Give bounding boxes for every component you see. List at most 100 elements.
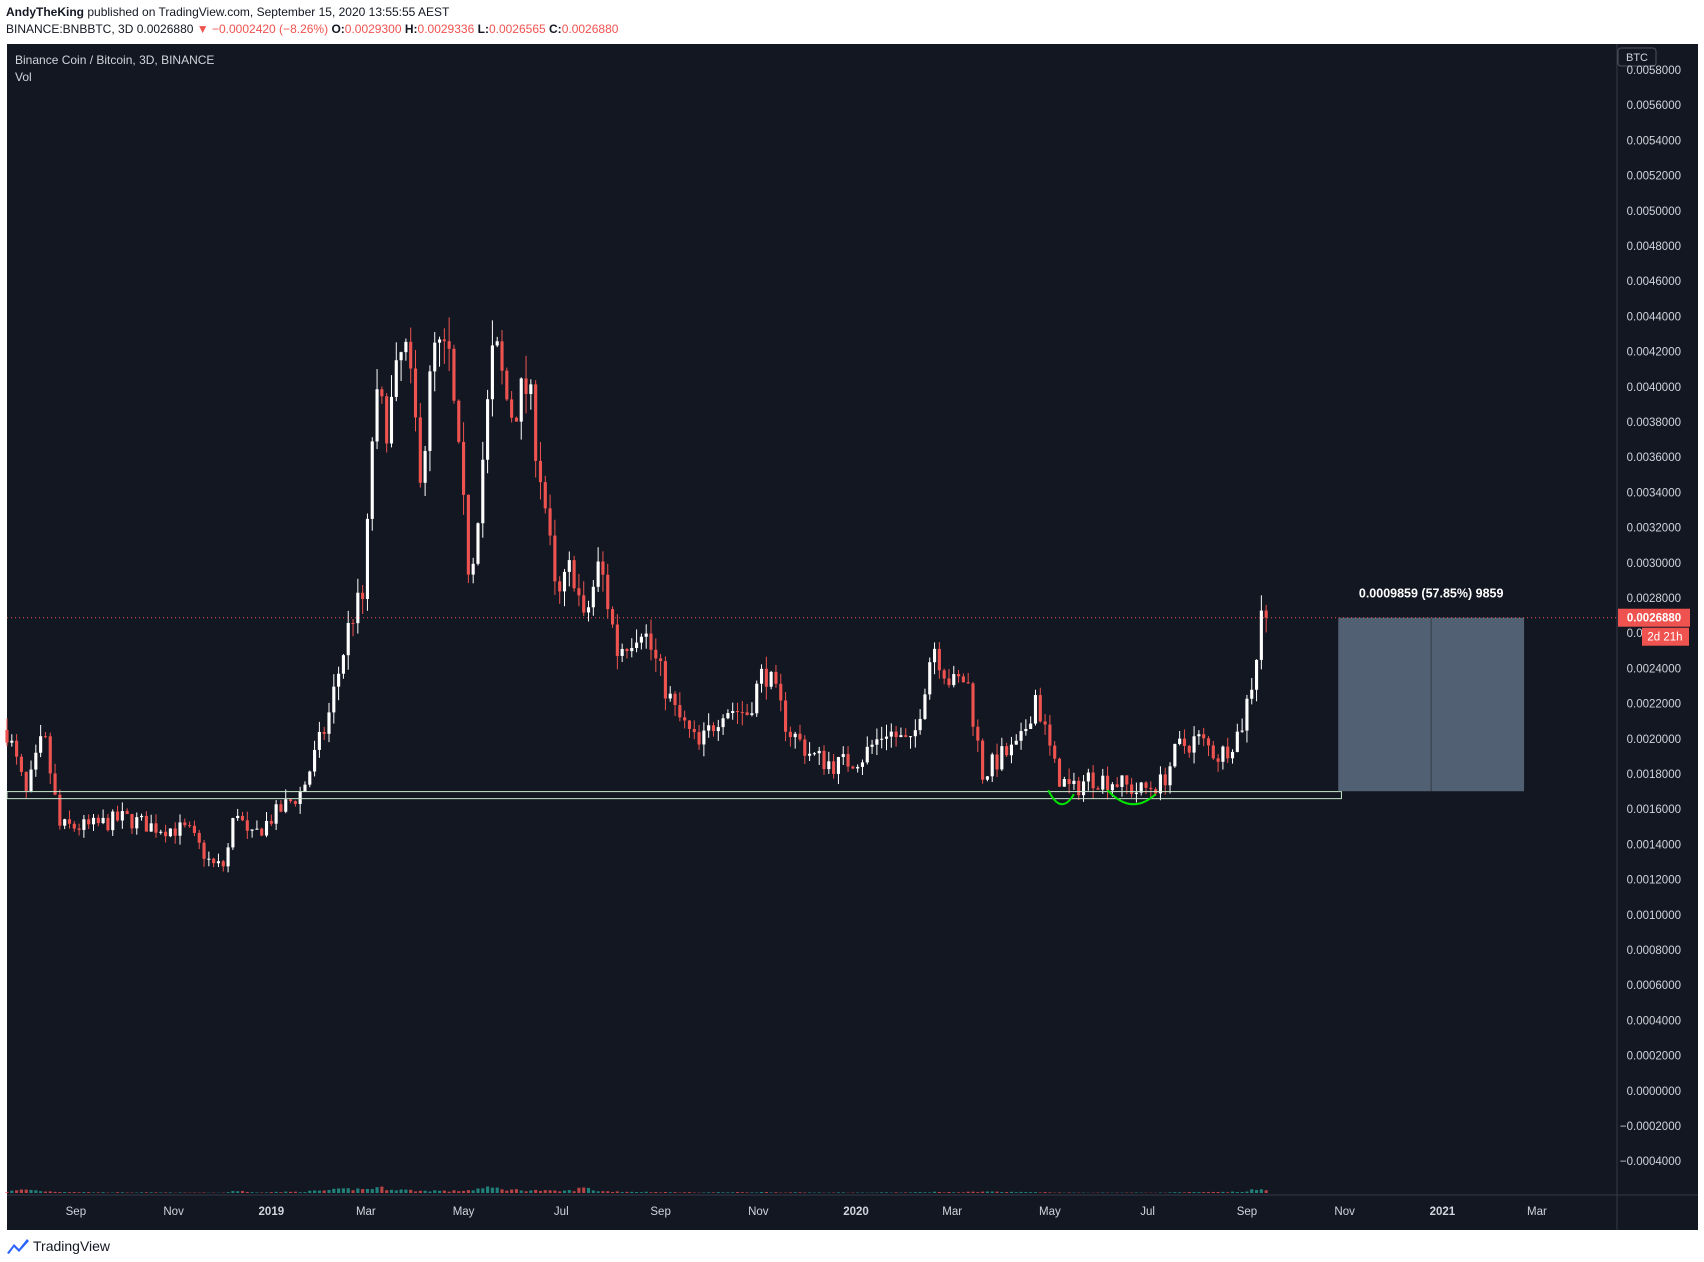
candle-body	[735, 711, 740, 713]
volume-bar	[58, 1192, 62, 1193]
candle-body	[625, 648, 629, 652]
y-tick-label: 0.0050000	[1627, 206, 1681, 218]
volume-bar	[995, 1191, 999, 1193]
candle-body	[846, 754, 850, 767]
candle-body	[87, 819, 91, 825]
volume-bar	[5, 1191, 9, 1193]
y-tick-label: 0.0022000	[1627, 699, 1681, 711]
candle-body	[1033, 695, 1038, 724]
volume-bar	[486, 1186, 490, 1193]
volume-bar	[683, 1192, 687, 1193]
candle-body	[644, 633, 648, 637]
volume-bar	[505, 1190, 509, 1193]
volume-bar	[687, 1192, 692, 1193]
candle-body	[928, 662, 932, 695]
volume-bar	[928, 1192, 932, 1193]
candle-body	[236, 815, 240, 819]
candle-body	[154, 823, 158, 833]
volume-bar	[745, 1192, 749, 1193]
volume-bar	[923, 1192, 927, 1193]
candle-body	[1130, 784, 1134, 794]
support-zone-box[interactable]	[6, 791, 1342, 800]
candle-body	[346, 622, 350, 656]
volume-bar	[1182, 1192, 1187, 1193]
y-tick-label: 0.0036000	[1627, 452, 1681, 464]
volume-bar	[53, 1191, 57, 1193]
volume-bar	[793, 1192, 797, 1193]
candle-body	[803, 739, 807, 756]
author-name[interactable]: AndyTheKing	[6, 5, 84, 19]
candle-body	[836, 757, 840, 774]
volume-bar	[976, 1192, 980, 1193]
volume-bar	[149, 1192, 153, 1193]
volume-bar	[755, 1192, 759, 1193]
candle-body	[582, 595, 586, 613]
candle-body	[957, 674, 961, 677]
candle-body	[1081, 781, 1086, 796]
candle-body	[91, 817, 96, 825]
candle-body	[817, 750, 821, 754]
x-tick-label: Mar	[942, 1206, 962, 1218]
volume-bar	[918, 1192, 922, 1193]
candle-body	[409, 341, 413, 369]
volume-bar	[442, 1190, 446, 1193]
currency-badge[interactable]	[1617, 47, 1657, 67]
volume-bar	[418, 1190, 422, 1193]
time-axis-background[interactable]	[7, 1195, 1698, 1230]
volume-bar	[774, 1192, 778, 1193]
candle-body	[1134, 792, 1138, 794]
candle-body	[779, 683, 783, 701]
last-price-tag[interactable]	[1618, 608, 1690, 627]
volume-bar	[413, 1191, 418, 1193]
candle-body	[1086, 772, 1090, 782]
last-value: 0.0026880	[136, 22, 194, 36]
candle-body	[726, 713, 730, 719]
tradingview-logo-text[interactable]: TradingView	[33, 1238, 111, 1254]
tradingview-logo-icon[interactable]	[6, 1236, 30, 1256]
volume-bar	[817, 1192, 821, 1193]
candle-body	[870, 744, 874, 747]
y-tick-label: 0.0040000	[1627, 382, 1681, 394]
ohlc-line: BINANCE:BNBBTC, 3D 0.0026880 ▼ −0.000242…	[6, 22, 618, 36]
volume-bar	[1226, 1192, 1230, 1193]
publish-info: AndyTheKing published on TradingView.com…	[6, 5, 449, 19]
volume-bar	[322, 1190, 326, 1193]
candle-body	[120, 811, 124, 821]
candle-body	[832, 761, 836, 774]
candle-body	[462, 441, 466, 495]
candle-body	[418, 417, 422, 483]
candle-body	[447, 341, 451, 349]
volume-bar	[462, 1190, 466, 1193]
x-tick-label: Nov	[1334, 1206, 1355, 1218]
volume-bar	[15, 1190, 19, 1193]
volume-bar	[716, 1192, 720, 1193]
bottom-highlight-curve[interactable]	[1106, 789, 1157, 806]
candle-body	[519, 378, 523, 422]
candle-body	[140, 815, 144, 818]
volume-bar	[904, 1192, 908, 1193]
bottom-highlight-curve[interactable]	[1047, 789, 1075, 806]
chart-area[interactable]: Binance Coin / Bitcoin, 3D, BINANCE Vol BT…	[0, 0, 1704, 1232]
volume-bar	[481, 1188, 485, 1193]
candle-body	[63, 819, 67, 826]
volume-bar	[591, 1190, 595, 1193]
candle-body	[529, 384, 533, 394]
candle-body	[1144, 782, 1148, 788]
candle-body	[298, 791, 302, 804]
candle-body	[452, 348, 456, 401]
volume-bar	[673, 1192, 677, 1193]
volume-bar	[178, 1192, 182, 1193]
candle-body	[769, 671, 773, 687]
volume-bar	[264, 1192, 269, 1193]
volume-bar	[1033, 1192, 1038, 1193]
candle-body	[1106, 775, 1110, 791]
volume-bar	[115, 1192, 120, 1193]
volume-bar	[82, 1192, 86, 1193]
y-tick-label: 0.0034000	[1627, 487, 1681, 499]
candle-body	[908, 736, 913, 738]
volume-bar	[1221, 1191, 1225, 1193]
candle-body	[269, 820, 273, 824]
volume-bar	[96, 1192, 100, 1193]
volume-bar	[245, 1191, 249, 1193]
candle-body	[942, 670, 946, 679]
